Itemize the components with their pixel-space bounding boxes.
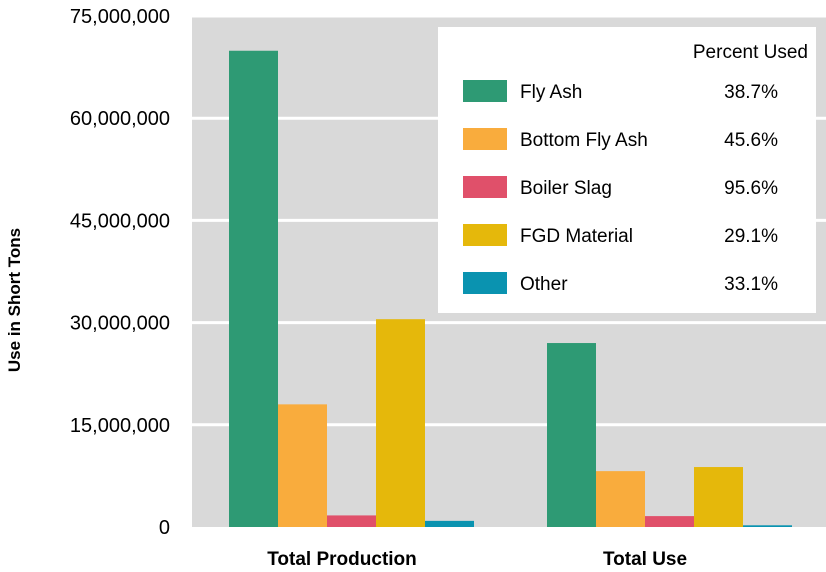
legend-percent-used: 29.1% <box>724 226 778 247</box>
bar-boiler-slag-1 <box>645 516 694 527</box>
legend-swatch <box>463 128 507 150</box>
y-axis-label: Use in Short Tons <box>5 228 24 372</box>
legend-swatch <box>463 224 507 246</box>
bar-fgd-material-1 <box>694 467 743 527</box>
legend-percent-used: 33.1% <box>724 274 778 295</box>
bar-bottom-fly-ash-1 <box>596 471 645 527</box>
y-tick-label: 15,000,000 <box>70 415 170 437</box>
legend-swatch <box>463 80 507 102</box>
legend-series-name: Other <box>520 274 568 295</box>
bar-fly-ash-0 <box>229 50 278 528</box>
y-tick-label: 0 <box>159 517 170 539</box>
y-axis-ticks: 0 15,000,000 30,000,000 45,000,000 60,000,00… <box>70 6 170 539</box>
bar-fly-ash-1 <box>547 343 596 527</box>
legend-percent-used: 45.6% <box>724 130 778 151</box>
bar-bottom-fly-ash-0 <box>278 404 327 527</box>
bar-other-0 <box>425 520 474 527</box>
x-category-label: Total Production <box>267 549 417 570</box>
y-tick-label: 45,000,000 <box>70 210 170 232</box>
y-tick-label: 30,000,000 <box>70 313 170 335</box>
legend-series-name: Boiler Slag <box>520 178 612 199</box>
legend-series-name: FGD Material <box>520 226 633 247</box>
legend-box <box>438 27 816 313</box>
bars <box>229 50 792 528</box>
y-tick-label: 75,000,000 <box>70 6 170 28</box>
legend-series-name: Bottom Fly Ash <box>520 130 648 151</box>
legend: Percent Used Fly Ash 38.7% Bottom Fly Ash 45… <box>438 27 816 313</box>
legend-series-name: Fly Ash <box>520 82 582 103</box>
x-category-label: Total Use <box>603 549 687 570</box>
bar-fgd-material-0 <box>376 319 425 527</box>
legend-title: Percent Used <box>693 42 808 63</box>
y-tick-label: 60,000,000 <box>70 108 170 130</box>
legend-percent-used: 38.7% <box>724 82 778 103</box>
bar-boiler-slag-0 <box>327 515 376 527</box>
legend-percent-used: 95.6% <box>724 178 778 199</box>
legend-swatch <box>463 272 507 294</box>
legend-swatch <box>463 176 507 198</box>
x-axis-categories: Total Production Total Use <box>267 549 687 570</box>
bar-other-1 <box>743 525 792 527</box>
